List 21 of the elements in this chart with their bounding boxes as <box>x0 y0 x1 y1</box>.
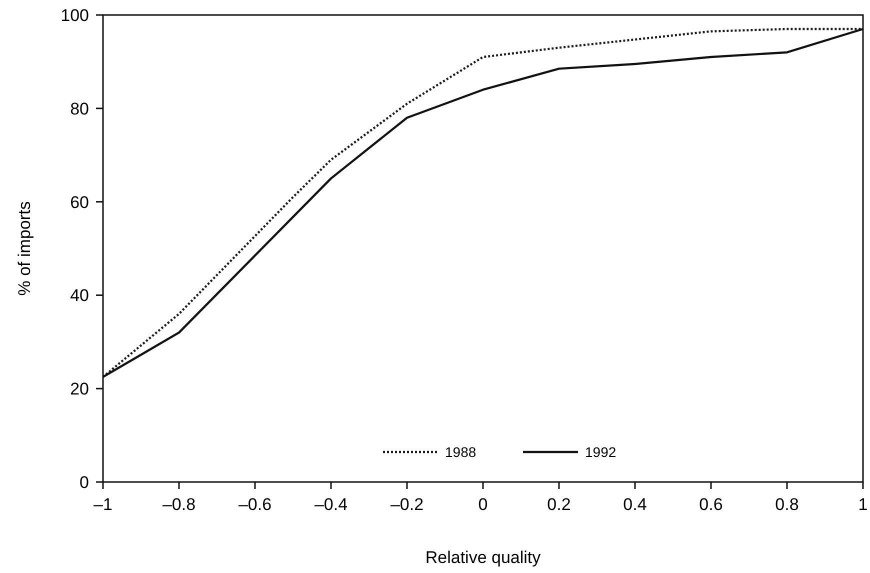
x-tick-label: 0.4 <box>623 495 647 514</box>
x-tick-label: 0 <box>478 495 488 514</box>
legend-label: 1992 <box>585 444 616 460</box>
y-axis-title: % of imports <box>15 201 34 296</box>
y-tick-label: 20 <box>70 380 89 399</box>
x-tick-label: –1 <box>94 495 112 514</box>
x-tick-label: 1 <box>858 495 868 514</box>
y-tick-label: 40 <box>70 286 89 306</box>
x-tick-label: –0.4 <box>314 495 348 514</box>
y-tick-label: 60 <box>70 192 89 212</box>
x-tick-label: –0.6 <box>238 495 272 514</box>
x-tick-label: –0.2 <box>390 495 424 514</box>
y-tick-label: 80 <box>70 99 89 118</box>
y-tick-label: 0 <box>80 473 89 492</box>
x-tick-label: –0.8 <box>162 495 196 514</box>
x-tick-label: 0.2 <box>547 495 571 514</box>
legend-label: 1988 <box>445 444 476 460</box>
x-tick-label: 0.6 <box>699 495 723 514</box>
x-axis-title: Relative quality <box>425 548 542 567</box>
x-tick-label: 0.8 <box>775 495 799 514</box>
y-tick-label: 100 <box>60 6 89 25</box>
